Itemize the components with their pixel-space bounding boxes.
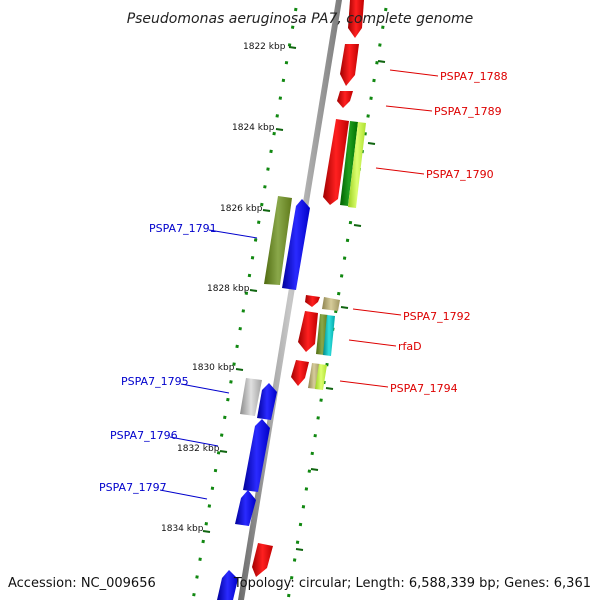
gene-arrow-psp a7-1796[interactable] bbox=[243, 419, 270, 492]
gene-arrow-psp a7-1792[interactable] bbox=[298, 311, 318, 352]
gene-label[interactable]: PSPA7_1797 bbox=[99, 481, 167, 494]
gene-arrow-psp a7-1791[interactable] bbox=[282, 199, 310, 290]
scale-ticks bbox=[202, 46, 386, 551]
label-leader bbox=[339, 380, 389, 388]
gene-block-olive[interactable] bbox=[264, 196, 292, 285]
gene-arrow-blue[interactable] bbox=[217, 570, 238, 600]
gene-label[interactable]: PSPA7_1792 bbox=[403, 310, 471, 323]
gene-block-rfad[interactable] bbox=[323, 315, 335, 356]
gene-label[interactable]: rfaD bbox=[398, 340, 422, 353]
gene-block-lime[interactable] bbox=[348, 122, 366, 208]
label-leader bbox=[208, 229, 258, 239]
scale-tick bbox=[262, 209, 271, 212]
scale-labels: 1822 kbp 1824 kbp 1826 kbp 1828 kbp 1830… bbox=[161, 42, 286, 534]
gene-label[interactable]: PSPA7_1788 bbox=[440, 70, 508, 83]
label-leader bbox=[180, 383, 230, 394]
scale-label: 1824 kbp bbox=[232, 123, 275, 133]
gene-block-psp a7-1794[interactable] bbox=[315, 364, 327, 390]
gene-arrow-psp a7-1789[interactable] bbox=[337, 91, 353, 108]
scale-label: 1826 kbp bbox=[220, 204, 263, 214]
label-leader bbox=[159, 489, 208, 500]
map-title: Pseudomonas aeruginosa PA7, complete gen… bbox=[127, 11, 474, 27]
scale-tick bbox=[295, 548, 304, 551]
scale-tick bbox=[325, 387, 334, 390]
gene-label[interactable]: PSPA7_1789 bbox=[434, 105, 502, 118]
scale-tick bbox=[202, 530, 211, 533]
gene-label[interactable]: PSPA7_1794 bbox=[390, 382, 458, 395]
gene-label[interactable]: PSPA7_1790 bbox=[426, 168, 494, 181]
reverse-strand-genes bbox=[217, 196, 310, 600]
scale-label: 1828 kbp bbox=[207, 284, 250, 294]
gene-label[interactable]: PSPA7_1791 bbox=[149, 222, 217, 235]
scale-tick bbox=[235, 368, 244, 371]
genome-summary-text: Topology: circular; Length: 6,588,339 bp… bbox=[233, 576, 591, 591]
forward-gene-labels: PSPA7_1788 PSPA7_1789 PSPA7_1790 PSPA7_1… bbox=[339, 69, 508, 395]
gene-label[interactable]: PSPA7_1795 bbox=[121, 375, 189, 388]
scale-label: 1822 kbp bbox=[243, 42, 286, 52]
gene-arrow-psp a7-1797[interactable] bbox=[235, 490, 256, 526]
gene-block-green[interactable] bbox=[340, 121, 358, 206]
scale-label: 1830 kbp bbox=[192, 363, 235, 373]
scale-tick bbox=[249, 289, 258, 292]
accession-text: Accession: NC_009656 bbox=[8, 576, 156, 591]
gene-arrow-red[interactable] bbox=[252, 543, 273, 577]
scale-label: 1834 kbp bbox=[161, 524, 204, 534]
scale-tick bbox=[353, 224, 362, 227]
label-leader bbox=[348, 339, 397, 347]
scale-tick bbox=[288, 46, 297, 49]
label-leader bbox=[169, 436, 219, 447]
label-leader bbox=[389, 69, 439, 77]
scale-tick bbox=[219, 450, 228, 453]
gene-arrow-forward[interactable] bbox=[348, 0, 364, 38]
scale-tick bbox=[367, 142, 376, 145]
scale-tick bbox=[340, 306, 349, 309]
scale-label: 1832 kbp bbox=[177, 444, 220, 454]
label-leader bbox=[375, 167, 425, 175]
reverse-gene-labels: PSPA7_1791 PSPA7_1795 PSPA7_1796 PSPA7_1… bbox=[99, 222, 258, 500]
gene-block-tan[interactable] bbox=[322, 297, 340, 311]
gene-arrow-psp a7-1788[interactable] bbox=[340, 44, 359, 86]
gene-arrow-red[interactable] bbox=[291, 360, 309, 386]
label-leader bbox=[385, 105, 433, 112]
gene-label[interactable]: PSPA7_1796 bbox=[110, 429, 178, 442]
scale-tick bbox=[275, 128, 284, 131]
gene-arrow-psp a7-1790[interactable] bbox=[323, 119, 349, 205]
label-leader bbox=[352, 308, 402, 316]
scale-tick bbox=[310, 468, 319, 471]
forward-strand-genes bbox=[252, 0, 366, 577]
gene-arrow-small[interactable] bbox=[305, 295, 320, 307]
gene-arrow-psp a7-1795[interactable] bbox=[257, 383, 277, 420]
gene-block-grey[interactable] bbox=[240, 378, 262, 416]
scale-tick bbox=[377, 60, 386, 63]
